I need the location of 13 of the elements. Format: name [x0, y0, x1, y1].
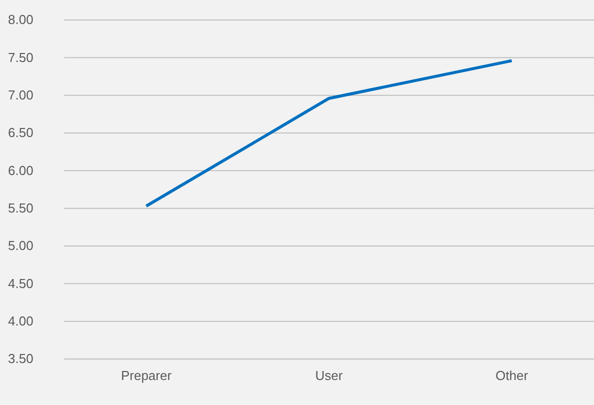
y-tick-label: 5.00: [8, 238, 34, 254]
y-tick-label: 6.50: [8, 125, 34, 140]
y-tick-label: 8.00: [8, 12, 34, 28]
x-tick-label: Preparer: [120, 368, 172, 384]
x-tick-label: User: [315, 368, 344, 384]
y-tick-label: 3.50: [8, 351, 34, 366]
y-tick-label: 4.50: [8, 276, 34, 291]
y-tick-label: 4.00: [8, 313, 34, 328]
x-tick-label: Other: [496, 368, 529, 384]
y-tick-label: 7.00: [8, 87, 34, 102]
y-tick-label: 6.00: [8, 162, 34, 178]
y-tick-label: 7.50: [8, 50, 34, 65]
y-tick-label: 5.50: [8, 200, 34, 216]
